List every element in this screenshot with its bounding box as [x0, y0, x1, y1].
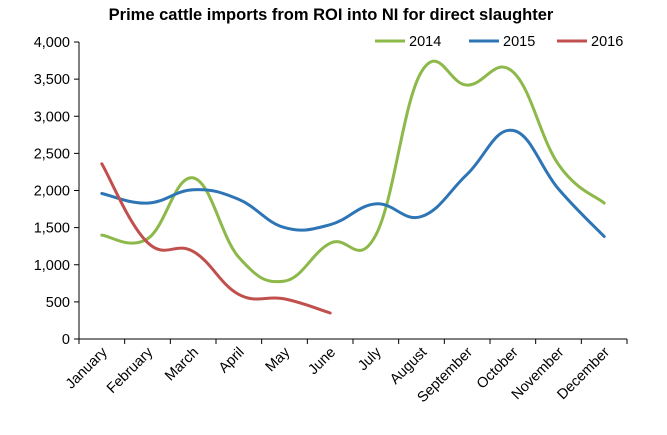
axes: 0 500 1,000 1,500 2,000 2,500 3,000 3,500 4,000 J…: [34, 35, 628, 406]
data-point-2014: [328, 241, 332, 245]
data-point-2015: [100, 191, 104, 195]
data-point-2016: [100, 162, 104, 166]
y-tick-label: 2,000: [34, 184, 70, 200]
data-point-2015: [328, 223, 332, 227]
y-tick-label: 0: [62, 332, 70, 348]
x-tick-label: June: [305, 345, 339, 379]
x-tick-label: March: [162, 345, 202, 385]
data-point-2014: [511, 70, 515, 74]
data-point-2015: [465, 172, 469, 176]
y-tick-label: 1,500: [34, 221, 70, 237]
legend-label-2016: 2016: [591, 34, 623, 50]
series-line-2014: [100, 59, 606, 284]
series-layer: [100, 59, 606, 315]
data-point-2015: [191, 188, 195, 192]
data-point-2016: [237, 292, 241, 296]
data-point-2014: [283, 279, 287, 283]
data-point-2015: [237, 197, 241, 201]
data-point-2014: [420, 70, 424, 74]
y-tick-label: 500: [46, 295, 70, 311]
data-point-2015: [420, 214, 424, 218]
data-point-2016: [328, 311, 332, 315]
legend-label-2014: 2014: [409, 34, 441, 50]
y-tick-label: 2,500: [34, 146, 70, 162]
x-tick-label: February: [104, 344, 157, 397]
y-tick-label: 4,000: [34, 35, 70, 51]
legend: 2014 2015 2016: [375, 34, 623, 50]
x-tick-label: August: [387, 345, 430, 388]
data-point-2015: [602, 235, 606, 239]
data-point-2015: [511, 128, 515, 132]
x-tick-label: July: [355, 344, 385, 374]
data-point-2014: [557, 163, 561, 167]
series-line-2016: [100, 162, 332, 315]
data-point-2015: [374, 202, 378, 206]
data-point-2014: [465, 83, 469, 87]
series-line-2015: [100, 128, 606, 238]
y-tick-label: 3,500: [34, 72, 70, 88]
data-point-2014: [237, 255, 241, 259]
data-point-2016: [283, 297, 287, 301]
legend-label-2015: 2015: [503, 34, 535, 50]
data-point-2015: [283, 226, 287, 230]
x-tick-label: April: [216, 345, 248, 377]
data-point-2014: [602, 201, 606, 205]
data-point-2014: [100, 233, 104, 237]
y-tick-label: 1,000: [34, 258, 70, 274]
y-tick-label: 3,000: [34, 109, 70, 125]
chart-title: Prime cattle imports from ROI into NI fo…: [109, 6, 554, 24]
data-point-2015: [557, 187, 561, 191]
data-point-2016: [191, 249, 195, 253]
data-point-2014: [374, 233, 378, 237]
data-point-2015: [146, 201, 150, 205]
data-point-2014: [191, 176, 195, 180]
data-point-2016: [146, 240, 150, 244]
x-tick-label: May: [263, 344, 294, 375]
